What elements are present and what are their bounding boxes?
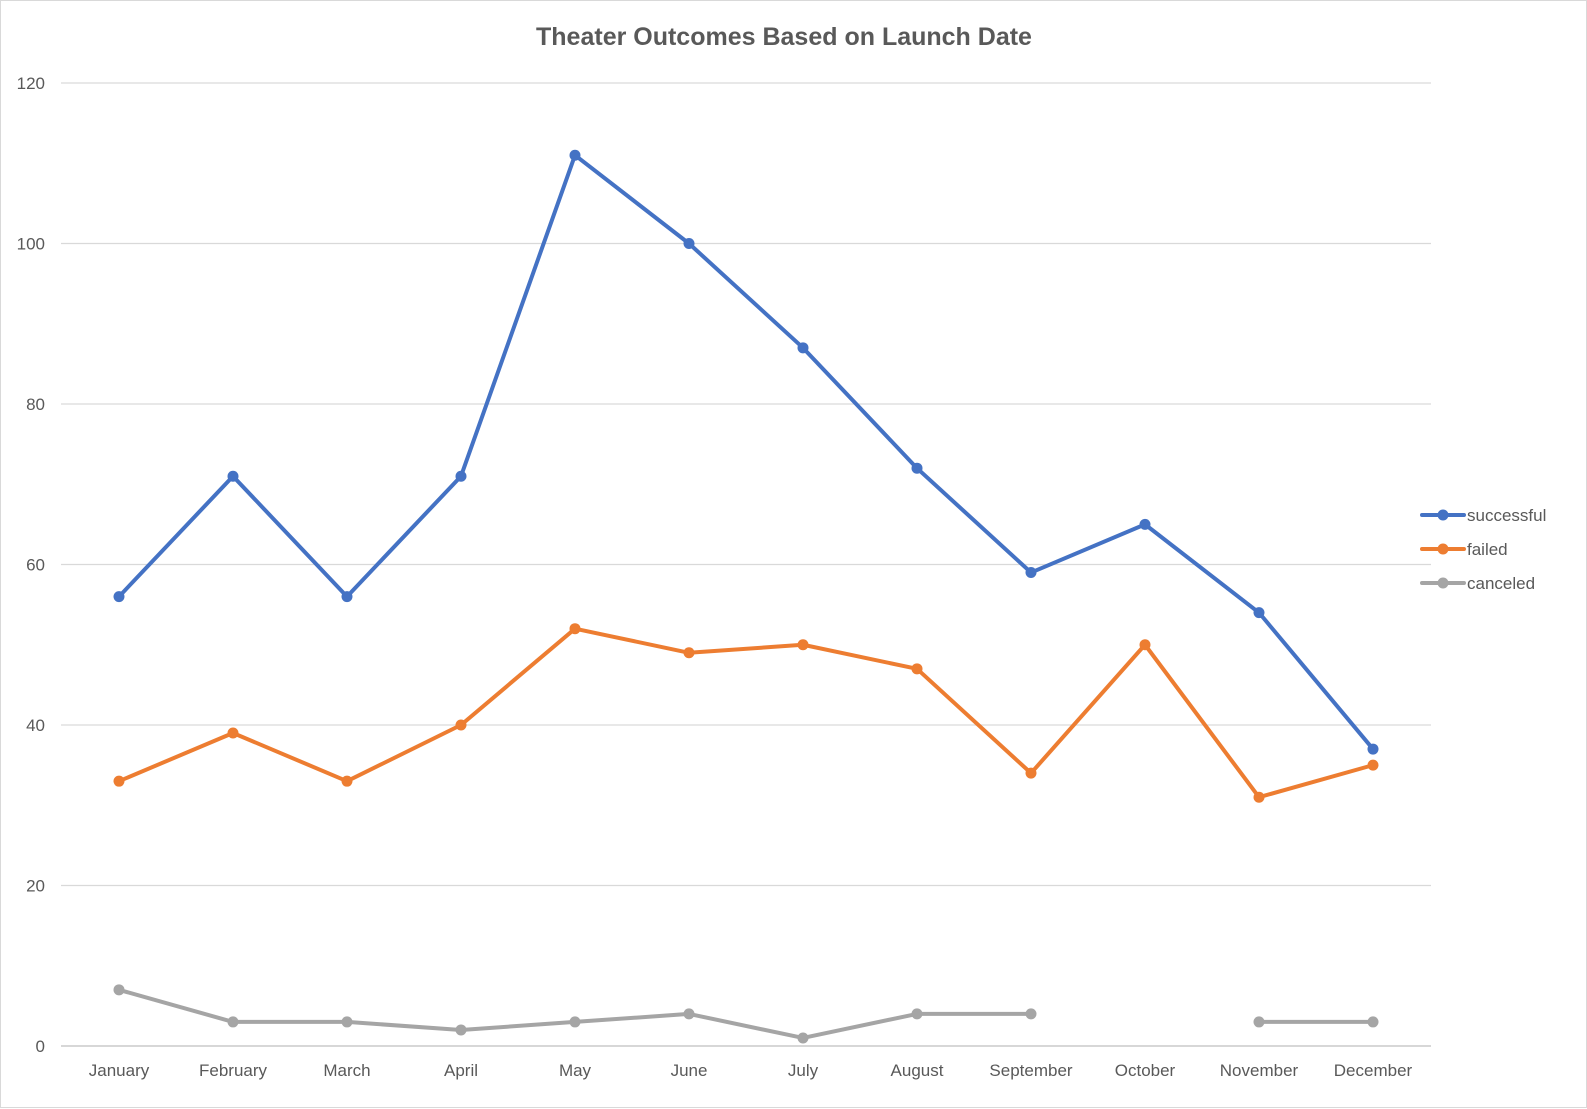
legend-item-successful: successful [1420,506,1546,525]
data-point-failed [341,775,353,787]
data-point-canceled [1253,1016,1265,1028]
data-point-canceled [683,1008,695,1020]
gridlines [61,82,1431,1047]
x-tick-label: April [444,1061,478,1080]
data-point-failed [227,727,239,739]
legend-marker [1437,509,1449,521]
y-tick-label: 80 [26,395,45,414]
data-point-successful [341,591,353,603]
x-tick-label: May [559,1061,592,1080]
y-tick-label: 60 [26,556,45,575]
y-tick-label: 100 [17,235,45,254]
series-failed [113,623,1379,803]
data-point-canceled [455,1024,467,1036]
data-point-successful [911,462,923,474]
legend-marker [1437,577,1449,589]
data-point-failed [1253,791,1265,803]
data-point-failed [113,775,125,787]
data-point-failed [569,623,581,635]
series-lines [113,149,1379,1044]
chart-title: Theater Outcomes Based on Launch Date [536,23,1032,51]
data-point-failed [455,719,467,731]
data-point-failed [683,647,695,659]
x-tick-label: October [1115,1061,1176,1080]
data-point-failed [1025,767,1037,779]
legend-marker [1437,543,1449,555]
x-tick-label: November [1220,1061,1299,1080]
x-tick-label: January [89,1061,150,1080]
y-axis-tick-labels: 0 20 40 60 80 100 120 [17,74,45,1056]
data-point-successful [797,342,809,354]
x-tick-label: August [891,1061,944,1080]
legend-label: canceled [1467,574,1535,593]
series-canceled [113,984,1379,1044]
series-line-successful [117,153,1375,752]
x-tick-label: March [323,1061,370,1080]
data-point-successful [1139,518,1151,530]
data-point-successful [1367,743,1379,755]
data-point-successful [683,238,695,249]
x-tick-label: December [1334,1061,1413,1080]
data-point-successful [569,149,581,161]
legend-label: successful [1467,506,1546,525]
data-point-canceled [569,1016,581,1028]
x-tick-label: February [199,1061,268,1080]
y-tick-label: 40 [26,716,45,735]
data-point-canceled [341,1016,353,1028]
data-point-failed [911,663,923,675]
data-point-canceled [113,984,125,996]
data-point-successful [113,591,125,603]
legend-label: failed [1467,540,1508,559]
legend-item-failed: failed [1420,540,1508,559]
data-point-canceled [1025,1008,1037,1020]
data-point-failed [1139,639,1151,651]
y-tick-label: 120 [17,74,45,93]
y-tick-label: 20 [26,877,45,896]
data-point-canceled [911,1008,923,1020]
data-point-failed [1367,759,1379,771]
data-point-successful [227,470,239,482]
data-point-canceled [1367,1016,1379,1028]
data-point-successful [1253,607,1265,619]
data-point-canceled [797,1032,809,1044]
data-point-successful [1025,567,1037,579]
x-tick-label: July [788,1061,819,1080]
x-tick-label: June [671,1061,708,1080]
y-tick-label: 0 [36,1037,45,1056]
series-successful [113,149,1379,755]
x-tick-label: September [989,1061,1072,1080]
data-point-successful [455,470,467,482]
legend-item-canceled: canceled [1420,574,1535,593]
data-point-canceled [227,1016,239,1028]
series-line-failed [117,626,1375,800]
legend: successful failed canceled [1420,506,1546,593]
x-axis-tick-labels: January February March April May June July Augu… [89,1061,1413,1080]
series-line-canceled [117,987,1375,1040]
data-point-failed [797,639,809,651]
